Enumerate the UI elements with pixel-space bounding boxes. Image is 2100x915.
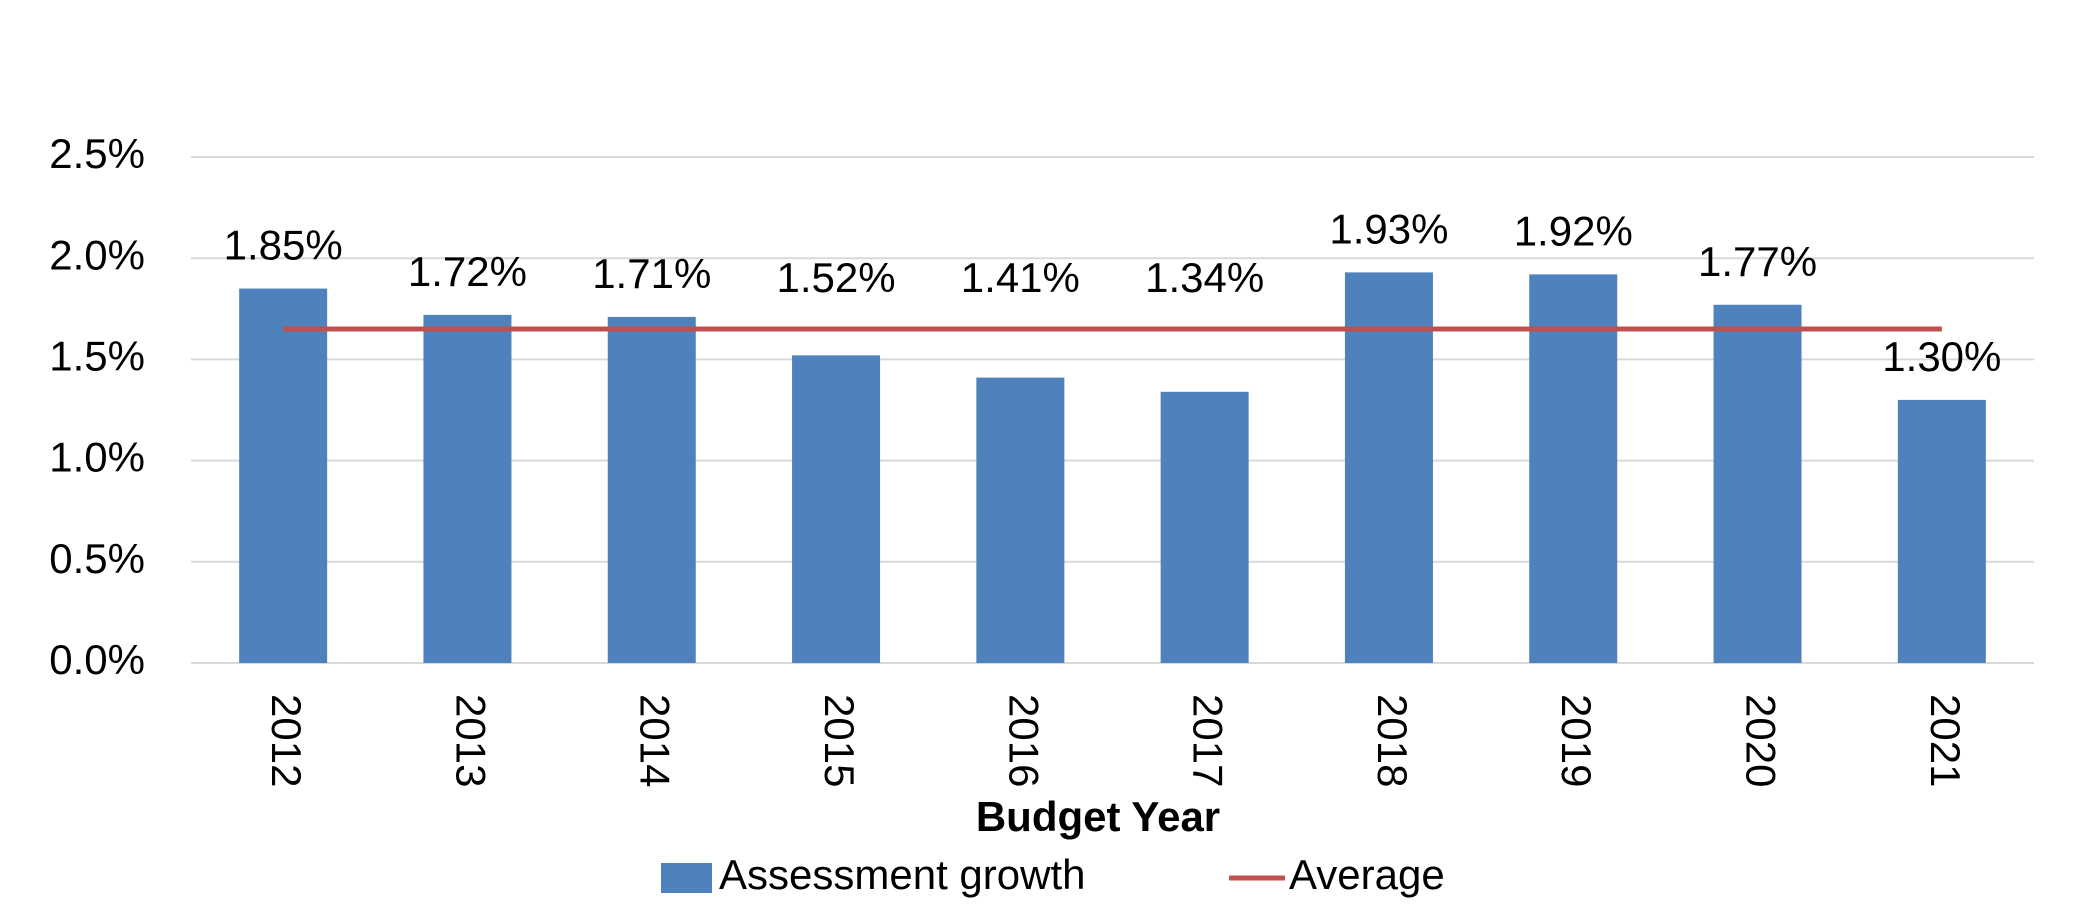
- data-label: 1.77%: [1698, 238, 1817, 285]
- y-tick-label: 0.5%: [49, 535, 145, 582]
- data-label: 1.92%: [1514, 207, 1633, 254]
- y-tick-label: 1.0%: [49, 434, 145, 481]
- bar: [976, 377, 1065, 663]
- bar: [423, 314, 512, 663]
- data-label: 1.34%: [1145, 254, 1264, 301]
- x-tick-label: 2014: [632, 694, 679, 787]
- x-tick-label: 2019: [1553, 694, 1600, 787]
- legend-label: Average: [1289, 851, 1445, 898]
- x-axis-title: Budget Year: [976, 793, 1220, 840]
- data-label: 1.93%: [1329, 205, 1448, 252]
- bar: [1897, 399, 1986, 663]
- data-label: 1.85%: [224, 222, 343, 269]
- bar: [1529, 274, 1618, 663]
- x-tick-label: 2012: [263, 694, 310, 787]
- bar: [1344, 272, 1433, 663]
- y-tick-label: 0.0%: [49, 636, 145, 683]
- bar: [1160, 391, 1249, 663]
- bar: [239, 288, 328, 663]
- x-tick-label: 2017: [1185, 694, 1232, 787]
- x-tick-label: 2020: [1737, 694, 1784, 787]
- y-tick-label: 1.5%: [49, 332, 145, 379]
- data-label: 1.30%: [1882, 333, 2001, 380]
- legend-label: Assessment growth: [719, 851, 1085, 898]
- y-tick-label: 2.5%: [49, 130, 145, 177]
- bar: [607, 316, 696, 663]
- x-tick-label: 2016: [1000, 694, 1047, 787]
- legend-swatch: [661, 863, 712, 893]
- data-label: 1.52%: [777, 254, 896, 301]
- x-tick-label: 2015: [816, 694, 863, 787]
- bar: [1713, 304, 1802, 663]
- data-label: 1.71%: [592, 250, 711, 297]
- data-label: 1.41%: [961, 254, 1080, 301]
- data-label: 1.72%: [408, 248, 527, 295]
- bar: [792, 355, 881, 663]
- x-tick-label: 2013: [447, 694, 494, 787]
- x-tick-label: 2018: [1369, 694, 1416, 787]
- x-tick-label: 2021: [1922, 694, 1969, 787]
- y-tick-label: 2.0%: [49, 231, 145, 278]
